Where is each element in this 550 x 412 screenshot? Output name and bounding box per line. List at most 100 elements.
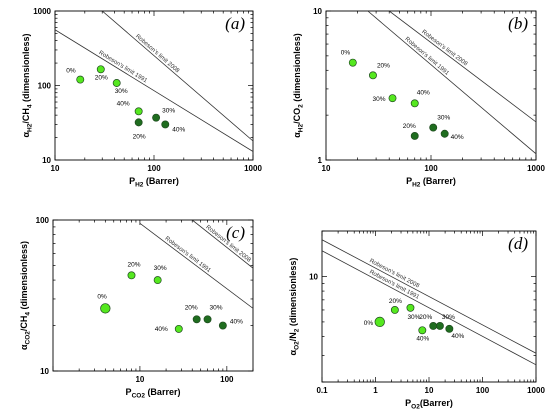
data-point bbox=[445, 324, 454, 333]
y-axis-label-part: H2 bbox=[27, 123, 34, 132]
y-axis-label-part: 2 bbox=[294, 328, 301, 332]
y-tick-label: 100 bbox=[36, 216, 50, 225]
robeson-bound-line bbox=[55, 29, 253, 152]
x-axis-label-part: (Barrer) bbox=[420, 176, 456, 186]
y-axis-label-part: (dimensionless) bbox=[288, 258, 298, 329]
plot-frame bbox=[321, 230, 537, 383]
data-point-label: 40% bbox=[451, 134, 464, 141]
data-point bbox=[192, 315, 201, 324]
data-point-label: 40% bbox=[172, 126, 185, 133]
x-axis-label-part: H2 bbox=[412, 182, 421, 189]
plot-area bbox=[139, 220, 253, 309]
data-point-label: 20% bbox=[389, 298, 402, 305]
y-axis-label-part: H2 bbox=[298, 124, 305, 133]
data-point bbox=[152, 113, 161, 122]
robeson-bound-label: Robeson's limit 2008 bbox=[134, 34, 180, 75]
x-axis-label-part: P bbox=[129, 176, 135, 186]
data-point bbox=[410, 99, 419, 108]
y-axis-label-part: 4 bbox=[27, 104, 34, 108]
y-tick-label: 10 bbox=[40, 367, 49, 376]
y-tick-label: 1000 bbox=[33, 7, 51, 16]
y-tick-label: 10 bbox=[42, 156, 51, 165]
data-point bbox=[100, 303, 111, 314]
data-point bbox=[410, 132, 419, 140]
data-point bbox=[161, 120, 170, 129]
y-axis-label-part: /N bbox=[288, 332, 298, 341]
data-point-label: 20% bbox=[95, 74, 108, 81]
data-point bbox=[388, 94, 397, 103]
data-point-label: 40% bbox=[416, 335, 429, 342]
data-point-label: 0% bbox=[341, 50, 351, 57]
plot-area bbox=[367, 11, 536, 155]
y-tick-label: 10 bbox=[313, 7, 322, 16]
x-axis-label-part: CO2 bbox=[132, 393, 146, 400]
robeson-bound-line bbox=[322, 250, 536, 366]
x-tick-label: 1000 bbox=[527, 164, 545, 173]
x-axis-label: PH2 (Barrer) bbox=[406, 176, 456, 189]
plot-area bbox=[322, 239, 536, 366]
x-axis-label: PO2(Barrer) bbox=[405, 398, 453, 411]
data-point bbox=[348, 58, 357, 67]
data-point-label: 30% bbox=[115, 88, 128, 95]
robeson-bound-line bbox=[191, 220, 253, 269]
x-tick-label: 10 bbox=[51, 164, 60, 173]
data-point bbox=[153, 276, 162, 285]
y-axis-label: αO2/N2 (dimensionless) bbox=[288, 258, 301, 356]
data-point-label: 0% bbox=[364, 320, 374, 327]
plot-frame bbox=[54, 10, 254, 161]
data-point-label: 20% bbox=[403, 123, 416, 130]
y-axis-label-part: (dimensionless) bbox=[21, 33, 31, 104]
panel-label: (c) bbox=[226, 223, 245, 242]
robeson-bound-label: Robeson's limit 1991 bbox=[403, 36, 450, 77]
data-point-label: 30% bbox=[162, 108, 175, 115]
data-point bbox=[390, 306, 399, 314]
data-point-label: 40% bbox=[417, 89, 430, 96]
data-point-label: 20% bbox=[185, 304, 198, 311]
y-axis-label-part: /CH bbox=[21, 108, 31, 124]
x-tick-label: 0.1 bbox=[316, 386, 328, 395]
panel-label: (b) bbox=[508, 14, 528, 33]
data-point bbox=[174, 324, 183, 333]
x-axis-label-part: (Barrer) bbox=[143, 176, 179, 186]
y-axis-label-part: /CO bbox=[292, 108, 302, 124]
data-point bbox=[96, 65, 105, 74]
robeson-bound-label: Robeson's limit 1991 bbox=[164, 236, 213, 275]
panel-label: (d) bbox=[508, 234, 528, 253]
y-tick-label: 100 bbox=[38, 82, 52, 91]
data-point bbox=[429, 322, 438, 330]
data-point bbox=[440, 129, 449, 138]
data-point-label: 30% bbox=[437, 115, 450, 122]
data-point bbox=[429, 123, 438, 132]
data-point-label: 30% bbox=[210, 304, 223, 311]
data-point-label: 30% bbox=[442, 314, 455, 321]
y-axis-label-part: (dimensionless) bbox=[292, 33, 302, 104]
panel-label: (a) bbox=[225, 14, 245, 33]
x-tick-label: 100 bbox=[220, 375, 234, 384]
x-axis-label: PCO2 (Barrer) bbox=[126, 387, 181, 400]
data-point bbox=[203, 315, 212, 324]
x-axis-label-part: (Barrer) bbox=[420, 398, 453, 408]
data-point-label: 20% bbox=[377, 62, 390, 69]
y-axis-label-part: 4 bbox=[25, 312, 32, 316]
data-point bbox=[134, 118, 143, 127]
y-axis-label-part: α bbox=[21, 132, 31, 138]
y-axis-label-part: (dimensionless) bbox=[19, 241, 29, 312]
x-tick-label: 1000 bbox=[244, 164, 262, 173]
data-point-label: 30% bbox=[373, 96, 386, 103]
x-tick-label: 1 bbox=[373, 386, 378, 395]
x-axis-label-part: P bbox=[126, 387, 132, 397]
robeson-bound-line bbox=[139, 223, 253, 309]
x-tick-label: 100 bbox=[476, 386, 490, 395]
data-point bbox=[369, 71, 377, 80]
y-axis-label-part: α bbox=[292, 132, 302, 138]
data-point bbox=[134, 107, 143, 116]
data-point-label: 0% bbox=[66, 68, 76, 75]
x-tick-label: 1000 bbox=[527, 386, 545, 395]
y-axis-label-part: 2 bbox=[298, 104, 305, 108]
x-tick-label: 100 bbox=[147, 164, 161, 173]
x-tick-label: 100 bbox=[424, 164, 438, 173]
